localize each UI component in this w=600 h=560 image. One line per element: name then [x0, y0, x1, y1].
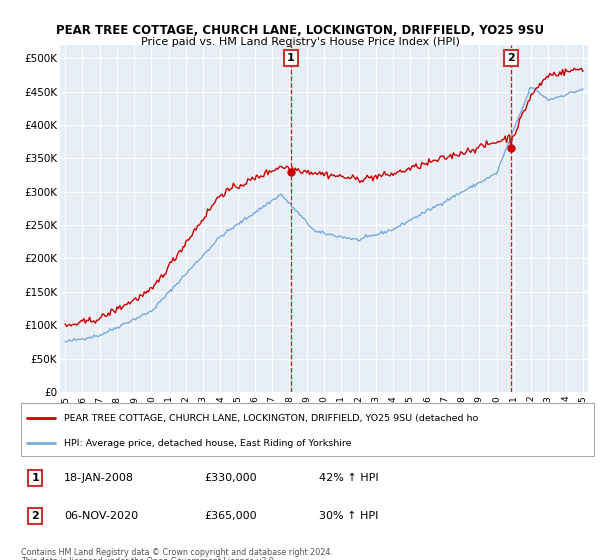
- Text: Contains HM Land Registry data © Crown copyright and database right 2024.: Contains HM Land Registry data © Crown c…: [21, 548, 333, 557]
- Text: 2: 2: [507, 53, 515, 63]
- Text: 30% ↑ HPI: 30% ↑ HPI: [319, 511, 379, 521]
- Text: 06-NOV-2020: 06-NOV-2020: [64, 511, 138, 521]
- Text: This data is licensed under the Open Government Licence v3.0.: This data is licensed under the Open Gov…: [21, 557, 277, 560]
- Text: 2: 2: [31, 511, 39, 521]
- Text: PEAR TREE COTTAGE, CHURCH LANE, LOCKINGTON, DRIFFIELD, YO25 9SU (detached ho: PEAR TREE COTTAGE, CHURCH LANE, LOCKINGT…: [64, 414, 478, 423]
- Text: 1: 1: [287, 53, 295, 63]
- Text: 18-JAN-2008: 18-JAN-2008: [64, 473, 134, 483]
- Text: HPI: Average price, detached house, East Riding of Yorkshire: HPI: Average price, detached house, East…: [64, 438, 352, 447]
- Text: £365,000: £365,000: [205, 511, 257, 521]
- Text: 1: 1: [31, 473, 39, 483]
- Text: £330,000: £330,000: [205, 473, 257, 483]
- Text: Price paid vs. HM Land Registry's House Price Index (HPI): Price paid vs. HM Land Registry's House …: [140, 37, 460, 47]
- Text: 42% ↑ HPI: 42% ↑ HPI: [319, 473, 379, 483]
- Text: PEAR TREE COTTAGE, CHURCH LANE, LOCKINGTON, DRIFFIELD, YO25 9SU: PEAR TREE COTTAGE, CHURCH LANE, LOCKINGT…: [56, 24, 544, 38]
